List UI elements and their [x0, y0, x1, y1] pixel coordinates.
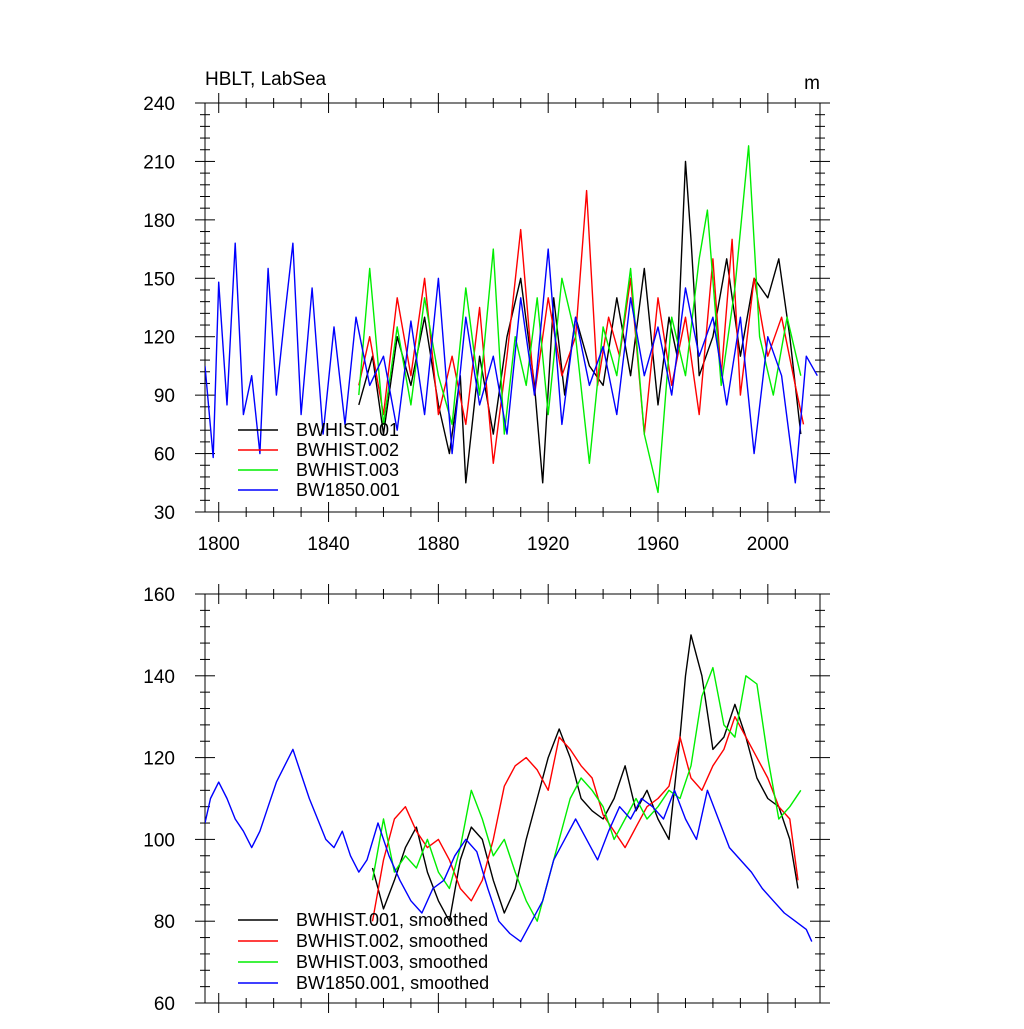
y-tick-label: 30 [154, 503, 175, 524]
legend-label: BWHIST.001, smoothed [296, 910, 488, 930]
units-label: m [804, 73, 820, 94]
y-tick-label: 150 [143, 269, 175, 290]
x-tick-label: 1960 [637, 534, 679, 555]
legend-label: BWHIST.003 [296, 460, 399, 480]
legend-label: BW1850.001 [296, 480, 400, 500]
plot-frame [204, 102, 821, 513]
series-line-bw1850-001-smoothed [205, 748, 813, 943]
chart-title: HBLT, LabSea [205, 69, 327, 90]
y-tick-label: 240 [143, 94, 175, 115]
legend-label: BWHIST.002 [296, 440, 399, 460]
y-tick-label: 80 [154, 912, 175, 933]
y-tick-label: 180 [143, 211, 175, 232]
y-tick-label: 210 [143, 152, 175, 173]
legend-label: BWHIST.003, smoothed [296, 952, 488, 972]
x-tick-label: 2000 [747, 534, 789, 555]
y-tick-label: 140 [143, 667, 175, 688]
y-tick-label: 60 [154, 994, 175, 1015]
series-line-bwhist-002-smoothed [371, 716, 799, 922]
plot-frame [204, 593, 821, 1004]
series-line-bwhist-001-smoothed [371, 634, 799, 922]
series-line-bwhist-001 [358, 160, 802, 484]
y-tick-label: 60 [154, 445, 175, 466]
series-line-bwhist-002 [358, 189, 805, 464]
x-tick-label: 1920 [527, 534, 569, 555]
y-tick-label: 120 [143, 328, 175, 349]
x-tick-label: 1800 [198, 534, 240, 555]
x-tick-label: 1880 [417, 534, 459, 555]
y-tick-label: 120 [143, 749, 175, 770]
series-line-bw1850-001 [205, 242, 818, 484]
legend-label: BWHIST.002, smoothed [296, 931, 488, 951]
top-panel: 1800 1840 1880 1920 1960 2000 30 60 90 120 150 180 2… [143, 69, 830, 555]
y-tick-label: 90 [154, 386, 175, 407]
y-tick-label: 160 [143, 585, 175, 606]
series-line-bwhist-003 [358, 145, 802, 494]
y-tick-label: 100 [143, 830, 175, 851]
legend-label: BWHIST.001 [296, 420, 399, 440]
legend-label: BW1850.001, smoothed [296, 973, 489, 993]
x-tick-label: 1840 [307, 534, 349, 555]
